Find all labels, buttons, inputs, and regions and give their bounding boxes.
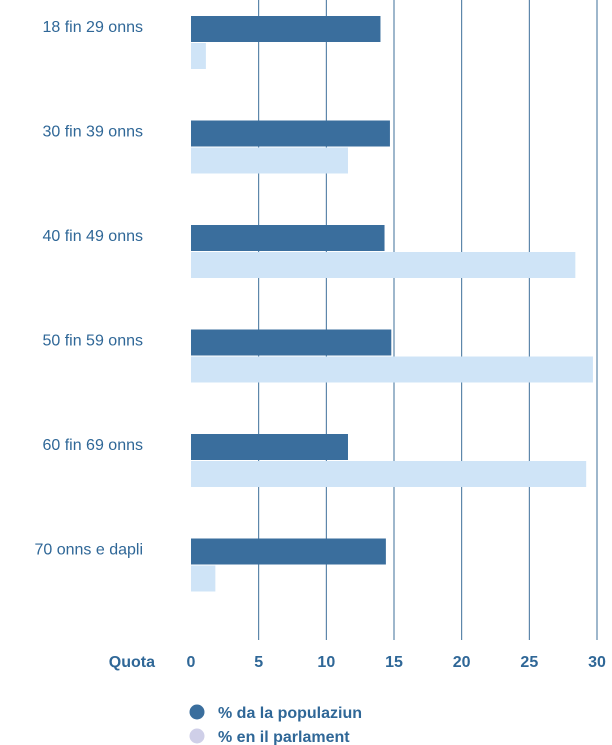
category-label-1: 30 fin 39 onns: [42, 124, 143, 141]
gridlines: [258, 0, 598, 640]
x-tick-label-30: 30: [588, 654, 606, 671]
category-label-3: 50 fin 59 onns: [42, 333, 143, 350]
bar-population-5: [191, 538, 386, 565]
legend-label-1: % en il parlament: [218, 729, 350, 745]
bar-population-4: [191, 434, 348, 460]
x-axis-ticks: 0 5 10 15 20 25 30: [187, 654, 606, 671]
bar-population-1: [191, 120, 390, 147]
x-tick-label-20: 20: [453, 654, 471, 671]
bar-population-3: [191, 329, 392, 356]
bar-population-0: [191, 16, 381, 42]
legend-marker-1: [189, 728, 205, 744]
category-label-4: 60 fin 69 onns: [42, 437, 143, 454]
category-labels: 18 fin 29 onns 30 fin 39 onns 40 fin 49 on…: [34, 19, 143, 559]
bar-parliament-3: [191, 356, 593, 383]
x-tick-label-15: 15: [385, 654, 403, 671]
legend-marker-0: [189, 704, 205, 720]
bar-parliament-1: [191, 147, 348, 174]
bar-parliament-0: [191, 43, 206, 69]
bar-population-2: [191, 225, 385, 251]
bar-parliament-5: [191, 565, 216, 592]
legend-label-0: % da la populaziun: [218, 705, 362, 722]
category-label-5: 70 onns e dapli: [34, 542, 143, 559]
x-tick-label-0: 0: [187, 654, 196, 671]
bars: [191, 16, 593, 592]
category-label-0: 18 fin 29 onns: [42, 19, 143, 36]
bar-parliament-4: [191, 461, 587, 487]
x-tick-label-25: 25: [520, 654, 538, 671]
x-tick-label-5: 5: [254, 654, 263, 671]
x-tick-label-10: 10: [317, 654, 335, 671]
x-axis-title: Quota: [109, 654, 155, 671]
legend: % da la populaziun % en il parlament: [189, 704, 362, 745]
category-label-2: 40 fin 49 onns: [42, 228, 143, 245]
bar-parliament-2: [191, 252, 576, 278]
